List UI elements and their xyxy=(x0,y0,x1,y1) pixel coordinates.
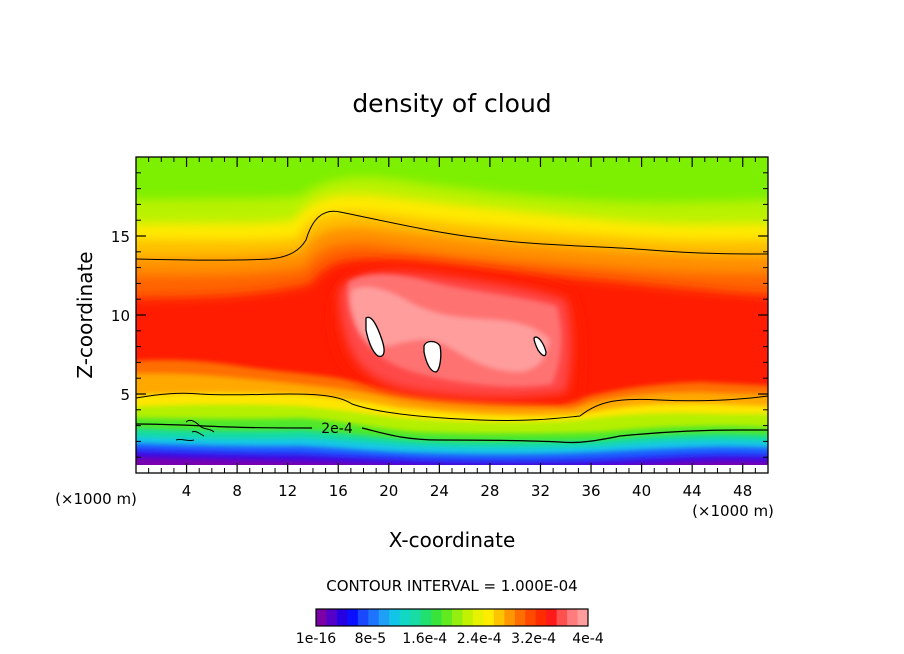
colorbar-swatch xyxy=(525,609,537,626)
contour-noise xyxy=(175,419,215,442)
x-tick-label: 48 xyxy=(733,482,752,500)
colorbar-swatch xyxy=(357,609,369,626)
colorbar-swatch xyxy=(399,609,411,626)
x-tick-label: 8 xyxy=(232,482,242,500)
x-units-left: (×1000 m) xyxy=(55,490,137,508)
colorbar-swatch xyxy=(326,609,338,626)
chart-title: density of cloud xyxy=(352,89,551,118)
colorbar-label: 1.6e-4 xyxy=(402,631,447,647)
x-tick-label: 20 xyxy=(379,482,398,500)
y-tick-labels: 5 10 15 xyxy=(111,228,130,404)
colorbar-swatch xyxy=(514,609,526,626)
plot-area: 2e-4 xyxy=(136,157,768,473)
colorbar-label: 4e-4 xyxy=(572,631,604,647)
colorbar-swatch xyxy=(431,609,442,626)
y-tick-label: 10 xyxy=(111,307,130,325)
colorbar-swatch xyxy=(546,609,558,626)
x-axis-label: X-coordinate xyxy=(389,528,516,552)
colorbar-swatch xyxy=(347,609,359,626)
max-cell-2 xyxy=(423,340,442,373)
x-tick-label: 16 xyxy=(329,482,348,500)
colorbar-swatch xyxy=(462,609,474,626)
x-tick-labels: 4 8 12 16 20 24 28 32 36 40 44 48 xyxy=(182,482,752,500)
contour-label: 2e-4 xyxy=(321,421,353,437)
colorbar-label: 2.4e-4 xyxy=(457,631,502,647)
x-tick-label: 24 xyxy=(430,482,449,500)
colorbar-swatch xyxy=(368,609,380,626)
max-cell-1 xyxy=(365,316,385,358)
contour-line-upper xyxy=(136,210,768,261)
colorbar-label: 1e-16 xyxy=(296,631,336,647)
core-pink xyxy=(350,286,550,372)
x-tick-label: 40 xyxy=(632,482,651,500)
colorbar-swatch xyxy=(567,609,578,626)
colorbar-swatch xyxy=(452,609,463,626)
contour-line-lower xyxy=(136,392,768,422)
colorbar-swatch xyxy=(504,609,516,626)
x-tick-label: 36 xyxy=(581,482,600,500)
x-tick-label: 4 xyxy=(182,482,192,500)
axis-ticks xyxy=(136,157,768,473)
y-axis-label: Z-coordinate xyxy=(73,251,97,378)
colorbar-swatch xyxy=(535,609,547,626)
contour-line-2e-4 xyxy=(136,423,768,444)
x-tick-label: 28 xyxy=(480,482,499,500)
colorbar-swatch xyxy=(441,609,453,626)
colorbar-frame xyxy=(315,608,589,627)
colorbar-swatch xyxy=(336,609,348,626)
x-tick-label: 44 xyxy=(683,482,702,500)
colorbar-swatch xyxy=(389,609,401,626)
y-tick-label: 5 xyxy=(120,386,130,404)
max-cell-3 xyxy=(533,336,547,357)
colorbar-label: 8e-5 xyxy=(355,631,386,647)
y-tick-label: 15 xyxy=(111,228,130,246)
colorbar-swatch xyxy=(316,609,327,626)
contour-interval: CONTOUR INTERVAL = 1.000E-04 xyxy=(326,577,577,595)
x-tick-label: 32 xyxy=(531,482,550,500)
colorbar-swatch xyxy=(410,609,422,626)
colorbar-swatch xyxy=(420,609,432,626)
colorbar-swatch xyxy=(577,609,589,626)
x-units-right: (×1000 m) xyxy=(692,502,774,520)
colorbar-swatch xyxy=(556,609,568,626)
contour-fills: 2e-4 xyxy=(136,177,768,473)
colorbar-label: 3.2e-4 xyxy=(511,631,556,647)
colorbar-swatch xyxy=(483,609,495,626)
colorbar-swatch xyxy=(378,609,390,626)
x-tick-label: 12 xyxy=(278,482,297,500)
colorbar-swatch xyxy=(493,609,505,626)
colorbar-swatch xyxy=(472,609,484,626)
colorbar xyxy=(315,608,589,627)
colorbar-labels: 1e-16 8e-5 1.6e-4 2.4e-4 3.2e-4 4e-4 xyxy=(296,631,604,647)
